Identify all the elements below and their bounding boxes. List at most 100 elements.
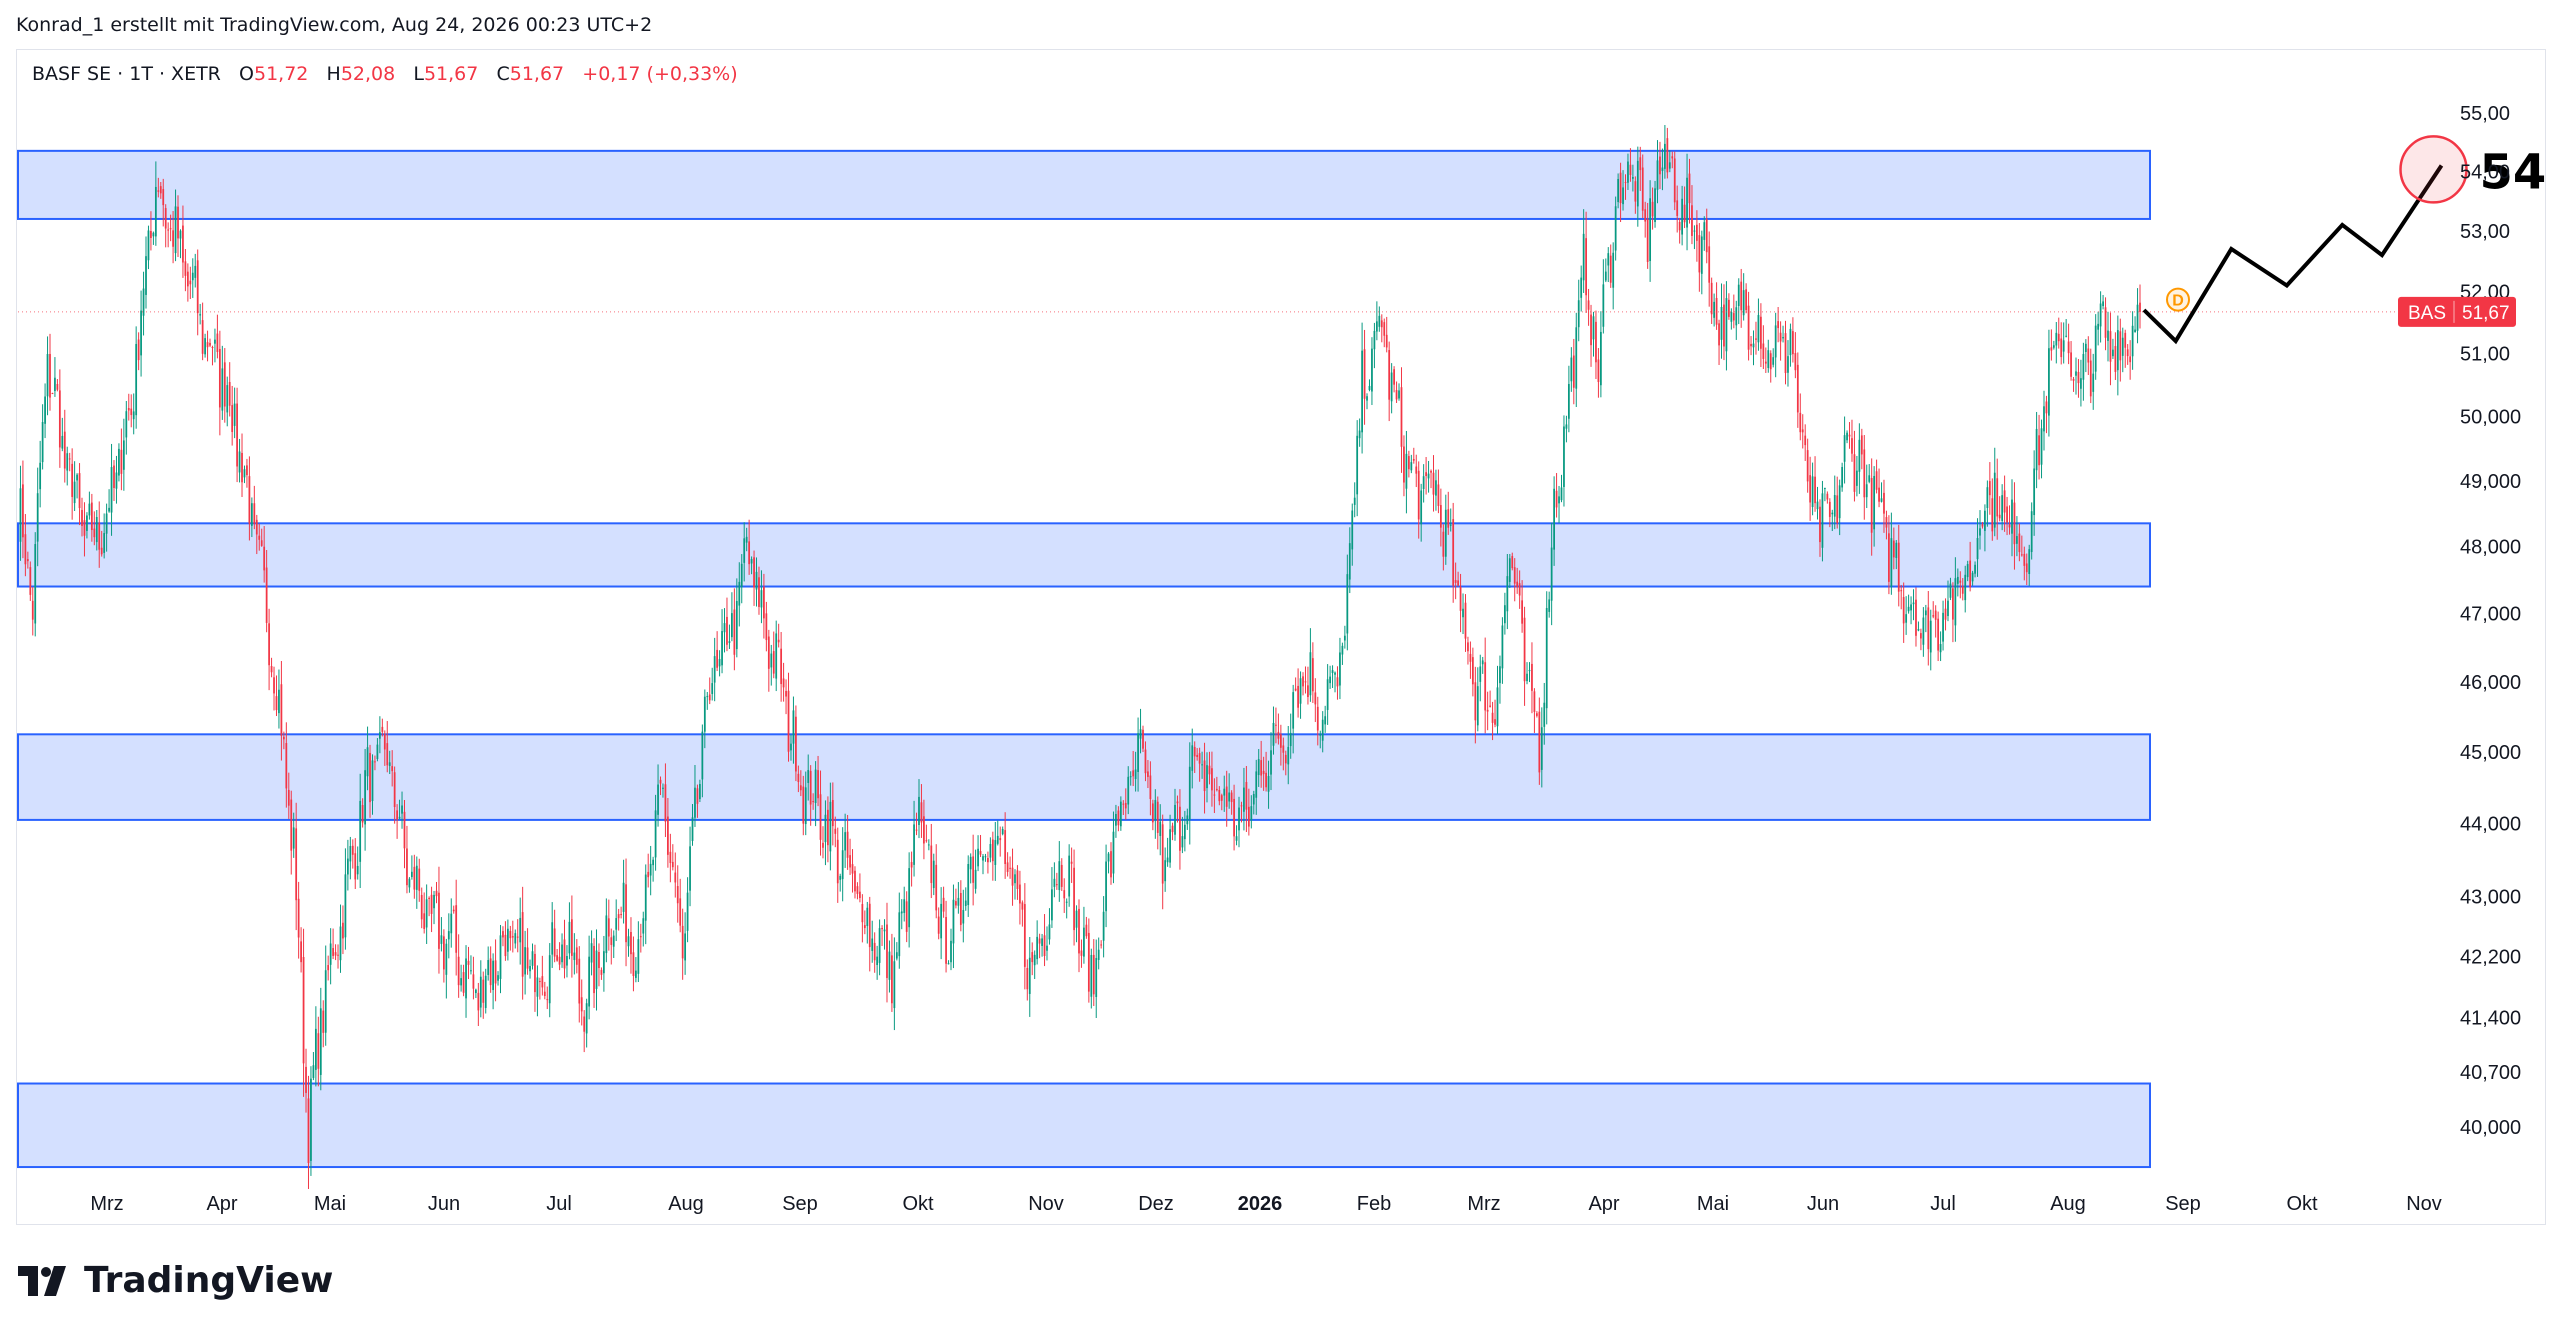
candle-body	[140, 310, 142, 356]
candle-body	[467, 960, 470, 965]
candle-body	[2107, 330, 2109, 341]
candle-body	[184, 261, 187, 276]
candle-body	[470, 970, 472, 972]
candle-body	[731, 613, 733, 638]
candle-body	[1548, 599, 1551, 612]
candle-body	[1304, 681, 1307, 683]
candle-body	[1361, 350, 1363, 433]
candle-body	[484, 975, 487, 1008]
candle-body	[1188, 766, 1191, 820]
candle-body	[337, 954, 339, 956]
candle-body	[632, 952, 635, 976]
candle-body	[1550, 547, 1553, 601]
candle-body	[152, 232, 155, 237]
chart-panel[interactable]	[16, 49, 2546, 1225]
candle-body	[1174, 804, 1176, 835]
price-axis-tick: 49,000	[2460, 471, 2521, 493]
candle-body	[376, 744, 379, 759]
candle-body	[1846, 432, 1848, 441]
candle-body	[54, 377, 56, 392]
candle-body	[2087, 348, 2090, 363]
candle-body	[1161, 824, 1164, 884]
candle-body	[1147, 771, 1149, 777]
candle-body	[935, 864, 938, 911]
candle-body	[1528, 670, 1531, 672]
candle-body	[1885, 517, 1888, 528]
candle-body	[962, 910, 965, 924]
candle-body	[1563, 426, 1565, 487]
candle-body	[1629, 164, 1632, 176]
candle-body	[371, 760, 374, 801]
candle-body	[792, 710, 795, 744]
price-axis-tick: 45,000	[2460, 742, 2521, 764]
candle-body	[642, 918, 645, 934]
candle-body	[1388, 350, 1391, 400]
candle-body	[2121, 337, 2124, 356]
event-marker-label: D	[2172, 293, 2184, 310]
candle-body	[1895, 542, 1898, 558]
candle-body	[1183, 824, 1186, 840]
candle-body	[435, 890, 438, 897]
candle-body	[1732, 313, 1735, 321]
candle-body	[297, 898, 300, 938]
candle-body	[1912, 602, 1915, 605]
candle-body	[699, 784, 701, 800]
chart-annotations: D 54	[18, 135, 2546, 345]
candle-body	[1107, 853, 1110, 862]
candle-body	[563, 939, 566, 969]
candle-body	[356, 865, 359, 875]
price-axis-tick: 54,00	[2460, 161, 2510, 183]
candle-body	[1700, 236, 1703, 274]
candle-body	[733, 609, 736, 655]
candle-body	[1622, 187, 1624, 205]
candle-body	[162, 189, 165, 206]
candle-body	[1986, 487, 1989, 508]
candle-body	[822, 842, 824, 848]
event-marker	[2166, 287, 2190, 312]
price-axis-tick: 55,00	[2460, 103, 2510, 125]
candle-body	[1806, 450, 1809, 482]
tradingview-logo[interactable]: TradingView	[18, 1260, 333, 1301]
candle-body	[1779, 332, 1782, 342]
candle-body	[543, 991, 546, 996]
candle-body	[1171, 825, 1174, 833]
legend-close: 51,67	[509, 63, 565, 85]
candle-body	[1405, 453, 1408, 489]
candle-body	[2126, 349, 2129, 357]
candle-body	[595, 950, 598, 989]
candle-body	[292, 827, 295, 849]
candle-body	[1208, 765, 1211, 775]
candle-body	[538, 981, 541, 983]
candle-body	[1262, 770, 1265, 775]
candle-body	[603, 951, 605, 974]
candle-body	[1065, 901, 1068, 903]
candle-body	[270, 666, 273, 673]
candle-body	[2016, 536, 2018, 544]
candle-body	[1597, 359, 1600, 382]
candle-body	[1255, 771, 1258, 798]
candle-body	[2052, 345, 2055, 348]
candle-body	[684, 933, 687, 961]
candle-body	[669, 851, 672, 864]
candle-body	[1816, 501, 1819, 510]
candle-body	[1900, 590, 1903, 592]
candle-body	[1897, 542, 1900, 592]
candle-body	[679, 898, 682, 926]
candle-body	[386, 743, 389, 766]
candle-body	[1964, 574, 1967, 601]
candle-body	[494, 960, 497, 984]
candle-body	[1215, 788, 1218, 791]
candle-body	[1112, 831, 1115, 874]
candle-body	[408, 878, 411, 888]
candle-body	[1343, 635, 1346, 641]
candle-body	[31, 600, 34, 620]
candle-body	[1432, 472, 1435, 495]
candle-body	[90, 502, 93, 531]
candle-body	[1715, 297, 1718, 325]
candle-body	[255, 519, 258, 535]
candle-body	[172, 230, 174, 247]
candle-body	[1777, 321, 1780, 329]
candle-body	[1819, 506, 1821, 543]
candle-body	[1439, 505, 1442, 528]
